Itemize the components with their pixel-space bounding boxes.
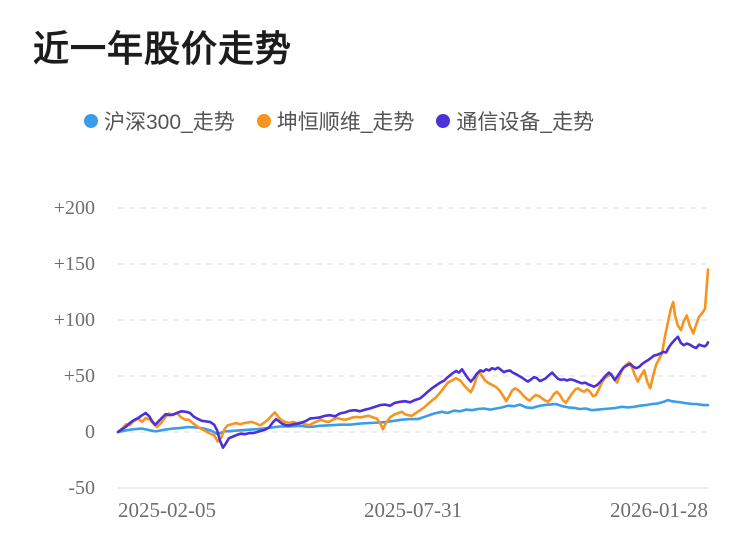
legend-item-tongxinshebei[interactable]: 通信设备_走势: [436, 106, 594, 136]
y-axis-tick: 0: [85, 421, 95, 443]
x-axis-tick: 2025-07-31: [364, 498, 462, 522]
series-line: [116, 398, 710, 436]
legend-label: 沪深300_走势: [104, 111, 235, 134]
y-axis-tick: -50: [68, 477, 95, 499]
legend-label: 通信设备_走势: [456, 111, 595, 134]
page-title: 近一年股价走势: [33, 28, 293, 69]
y-axis-tick: +100: [53, 309, 95, 331]
legend-dot-icon: [256, 114, 271, 128]
legend: 沪深300_走势 坤恒顺维_走势 通信设备_走势: [84, 107, 594, 135]
legend-label: 坤恒顺维_走势: [276, 111, 415, 134]
series-line: [116, 268, 710, 443]
x-axis-tick: 2025-02-05: [118, 498, 216, 522]
legend-dot-icon: [436, 114, 451, 128]
legend-item-hs300[interactable]: 沪深300_走势: [84, 106, 235, 136]
x-axis-tick: 2026-01-28: [610, 498, 708, 522]
y-axis-tick: +150: [53, 253, 95, 275]
legend-item-kunhengshunwei[interactable]: 坤恒顺维_走势: [256, 106, 415, 136]
legend-dot-icon: [84, 114, 98, 128]
y-axis-tick: +200: [53, 197, 95, 219]
series-line: [116, 335, 710, 450]
y-axis-tick: +50: [63, 365, 95, 387]
